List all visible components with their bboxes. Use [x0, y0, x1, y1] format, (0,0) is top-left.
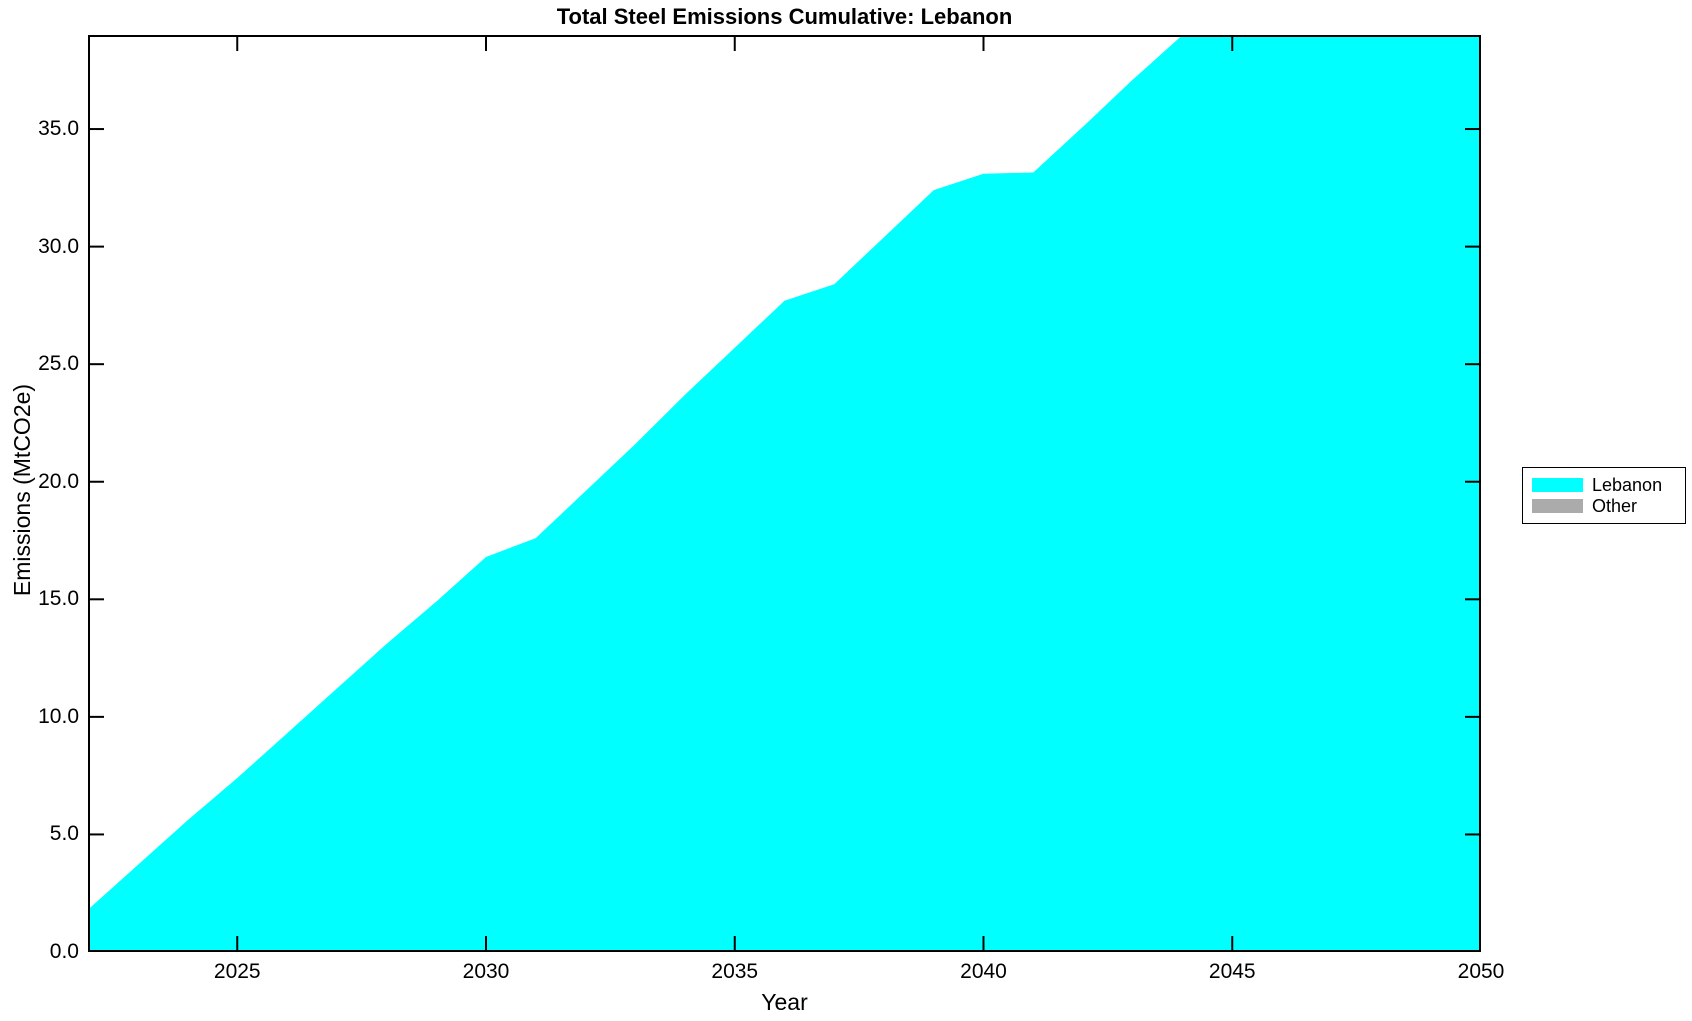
y-tick-label: 5.0 — [49, 822, 79, 846]
x-tick-label: 2040 — [960, 960, 1007, 983]
legend-item-lebanon: Lebanon — [1532, 474, 1685, 495]
x-tick-label: 2045 — [1208, 960, 1256, 983]
x-tick-label: 2025 — [213, 960, 261, 983]
y-tick-label: 35.0 — [38, 117, 79, 141]
legend-label-other: Other — [1592, 495, 1638, 516]
y-tick-label: 15.0 — [38, 587, 79, 611]
plot-area — [88, 35, 1481, 952]
y-tick-label: 25.0 — [38, 352, 79, 376]
y-tick-label: 0.0 — [49, 940, 79, 963]
x-tick-label: 2030 — [462, 960, 510, 983]
y-tick-label: 10.0 — [38, 704, 79, 728]
x-tick-label: 2035 — [711, 960, 759, 983]
area-series-lebanon — [88, 35, 1481, 952]
legend-swatch-lebanon — [1532, 477, 1583, 492]
y-tick-label: 20.0 — [38, 469, 79, 493]
x-tick-label: 2050 — [1457, 960, 1505, 983]
x-axis-label: Year — [761, 989, 808, 1015]
axes-border — [88, 35, 1481, 952]
plot-svg — [88, 35, 1481, 952]
y-tick-label: 30.0 — [38, 234, 79, 258]
legend-label-lebanon: Lebanon — [1592, 474, 1663, 495]
legend-item-other: Other — [1532, 495, 1685, 516]
legend-swatch-other — [1532, 498, 1583, 513]
chart-title: Total Steel Emissions Cumulative: Lebano… — [556, 4, 1013, 29]
legend: Lebanon Other — [1522, 467, 1686, 524]
